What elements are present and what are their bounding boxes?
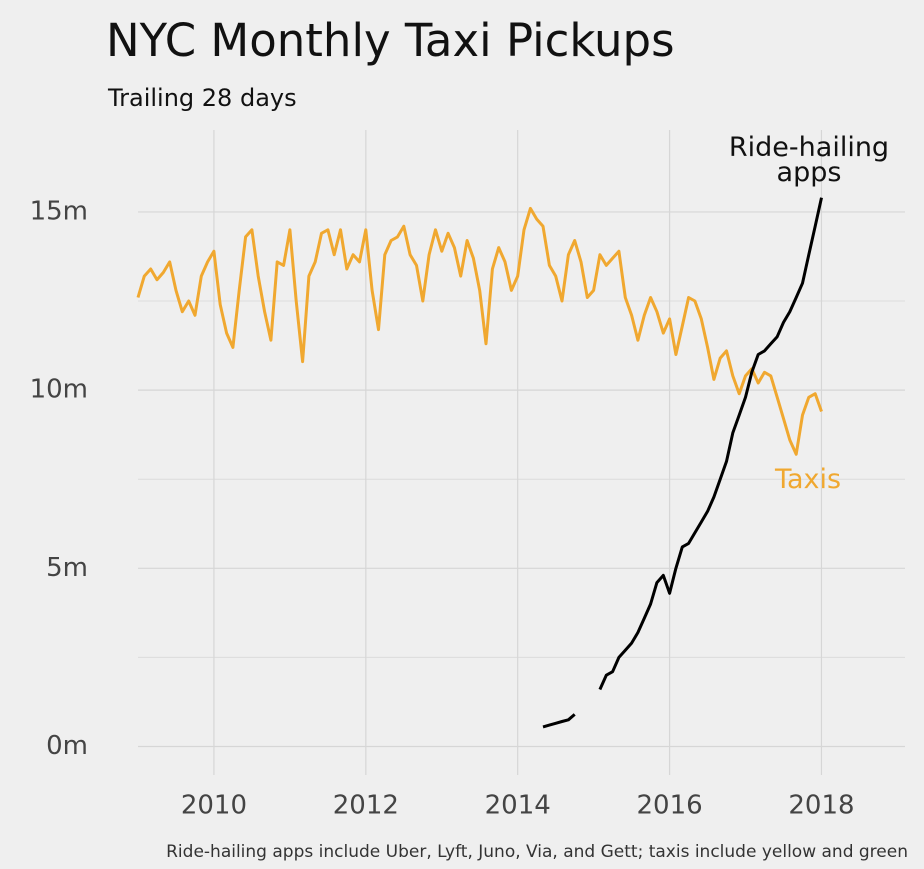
chart-title: NYC Monthly Taxi Pickups bbox=[106, 14, 675, 67]
y-tick-label: 0m bbox=[46, 731, 88, 761]
chart-subtitle: Trailing 28 days bbox=[107, 84, 297, 112]
x-tick-label: 2014 bbox=[485, 791, 551, 821]
series-line bbox=[136, 206, 823, 456]
x-tick-label: 2010 bbox=[181, 791, 247, 821]
x-tick-label: 2016 bbox=[636, 791, 702, 821]
series-line bbox=[542, 197, 823, 729]
y-tick-label: 10m bbox=[30, 375, 88, 405]
y-tick-label: 5m bbox=[46, 553, 88, 583]
x-tick-label: 2018 bbox=[788, 791, 854, 821]
y-tick-label: 15m bbox=[30, 196, 88, 226]
caption: Ride-hailing apps include Uber, Lyft, Ju… bbox=[166, 842, 908, 862]
series-label: Taxis bbox=[774, 464, 842, 495]
x-tick-label: 2012 bbox=[333, 791, 399, 821]
series-label: Ride-hailing apps bbox=[728, 132, 890, 188]
